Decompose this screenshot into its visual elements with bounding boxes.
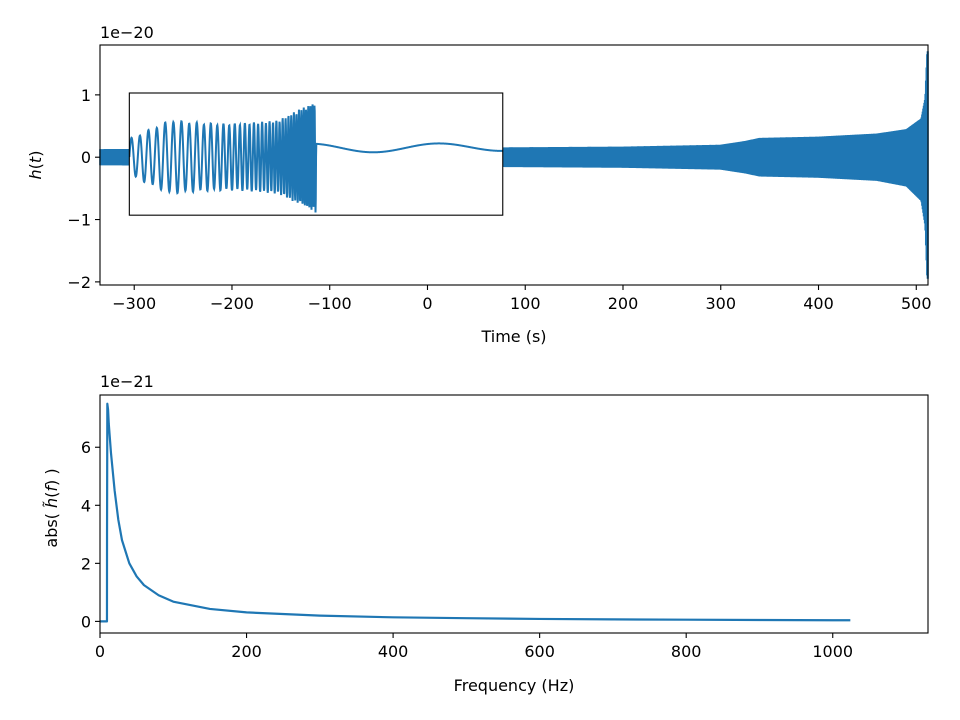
time-domain-y-tick-label: 1: [81, 86, 91, 105]
time-domain-x-tick-label: 0: [422, 294, 432, 313]
time-domain-x-tick-label: 200: [608, 294, 639, 313]
time-domain-y-offset-text: 1e−20: [100, 23, 154, 42]
frequency-domain-plot-area: [100, 402, 851, 623]
time-domain-x-tick-label: 300: [705, 294, 736, 313]
frequency-domain-y-label-arg: f: [42, 484, 61, 492]
time-domain-panel: −300 −200 −100 0 100 200 300 400 500 −2 −1 0 1 1e−2…: [26, 23, 932, 346]
frequency-domain-y-ticks: 0 2 4 6: [81, 438, 100, 631]
time-domain-y-label-arg: t: [26, 156, 45, 163]
time-domain-y-label-open-paren: (: [26, 163, 45, 169]
time-domain-y-tick-label: −1: [67, 211, 91, 230]
time-domain-x-tick-label: 400: [803, 294, 834, 313]
frequency-domain-panel: 0 200 400 600 800 1000 0 2 4 6 1e−21 Frequency (…: [42, 372, 929, 695]
time-domain-x-axis-label: Time (s): [480, 327, 546, 346]
frequency-domain-x-tick-label: 600: [524, 642, 555, 661]
frequency-domain-x-tick-label: 0: [95, 642, 105, 661]
inset-frame: [128, 92, 504, 216]
time-domain-x-tick-label: −200: [210, 294, 254, 313]
time-domain-y-tick-label: −2: [67, 273, 91, 292]
frequency-domain-x-tick-label: 800: [671, 642, 702, 661]
frequency-domain-y-label-prefix: abs(: [42, 508, 61, 548]
frequency-domain-y-label-symbol: h̃: [42, 498, 61, 508]
inset-waveform-line: [128, 104, 503, 213]
frequency-domain-axes-frame: [99, 394, 929, 634]
time-domain-x-tick-label: −300: [112, 294, 156, 313]
time-domain-x-tick-label: −100: [308, 294, 352, 313]
time-domain-x-tick-label: 500: [901, 294, 932, 313]
time-domain-y-label-symbol: h: [26, 169, 45, 179]
frequency-domain-y-tick-label: 4: [81, 496, 91, 515]
time-domain-y-ticks: −2 −1 0 1: [67, 86, 100, 292]
frequency-domain-y-tick-label: 2: [81, 554, 91, 573]
frequency-domain-y-offset-text: 1e−21: [100, 372, 154, 391]
time-domain-y-tick-label: 0: [81, 148, 91, 167]
frequency-domain-y-tick-label: 6: [81, 438, 91, 457]
frequency-domain-y-axis-label: abs( h̃(f) ): [42, 468, 61, 547]
frequency-domain-x-tick-label: 1000: [812, 642, 853, 661]
time-domain-y-label-close-paren: ): [26, 151, 45, 157]
frequency-domain-x-tick-label: 400: [378, 642, 409, 661]
time-domain-axes-frame: [99, 44, 929, 286]
frequency-domain-x-ticks: 0 200 400 600 800 1000: [95, 633, 853, 661]
time-domain-x-tick-label: 100: [510, 294, 541, 313]
frequency-domain-spectrum-line: [100, 402, 851, 623]
time-domain-x-ticks: −300 −200 −100 0 100 200 300 400 500: [112, 285, 932, 313]
frequency-domain-x-axis-label: Frequency (Hz): [454, 676, 575, 695]
frequency-domain-y-tick-label: 0: [81, 612, 91, 631]
frequency-domain-y-label-close-paren: ): [42, 480, 61, 486]
time-domain-y-axis-label: h(t): [26, 151, 45, 180]
frequency-domain-x-tick-label: 200: [231, 642, 262, 661]
time-domain-plot-area: [99, 51, 929, 279]
frequency-domain-y-label-suffix: ): [42, 468, 61, 479]
frequency-domain-y-label-open-paren: (: [42, 492, 61, 498]
